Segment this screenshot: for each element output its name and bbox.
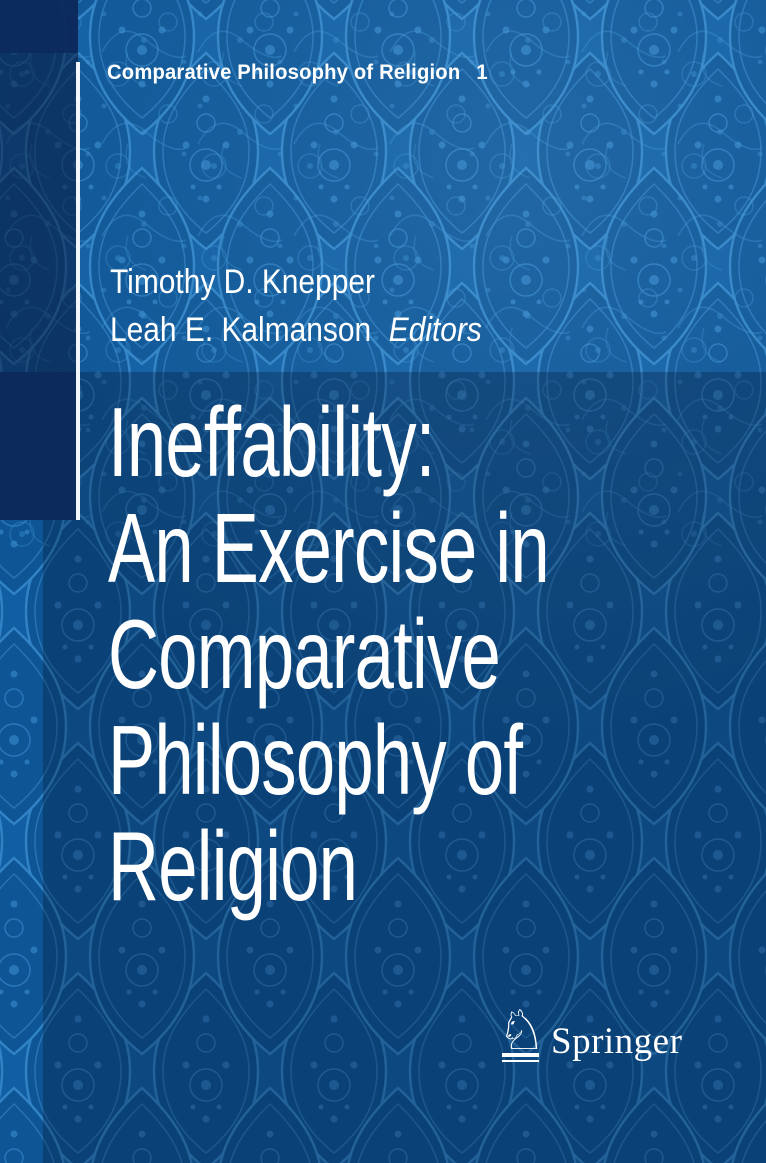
book-title: Ineffability: An Exercise in Comparative… [108, 389, 766, 919]
editors-block: Timothy D. Knepper Leah E. Kalmanson Edit… [110, 258, 482, 354]
left-strip-overlay [0, 0, 78, 372]
series-line: Comparative Philosophy of Religion 1 [107, 60, 488, 85]
editor-name-1: Timothy D. Knepper [110, 263, 375, 301]
editor-name-2: Leah E. Kalmanson [110, 311, 372, 349]
title-line-1: Ineffability: [108, 387, 435, 497]
series-volume: 1 [476, 60, 488, 84]
series-title: Comparative Philosophy of Religion [107, 60, 461, 84]
editors-role-label: Editors [388, 311, 482, 349]
title-line-3: Comparative [108, 599, 501, 709]
title-shade-band [43, 372, 766, 1163]
title-line-5: Religion [108, 811, 358, 921]
editor-row: Leah E. Kalmanson Editors [110, 306, 482, 354]
title-line-4: Philosophy of [108, 705, 523, 815]
vertical-rule [76, 62, 80, 520]
left-navy-panel [0, 372, 76, 520]
corner-square [0, 0, 78, 53]
title-line-2: An Exercise in [108, 493, 550, 603]
